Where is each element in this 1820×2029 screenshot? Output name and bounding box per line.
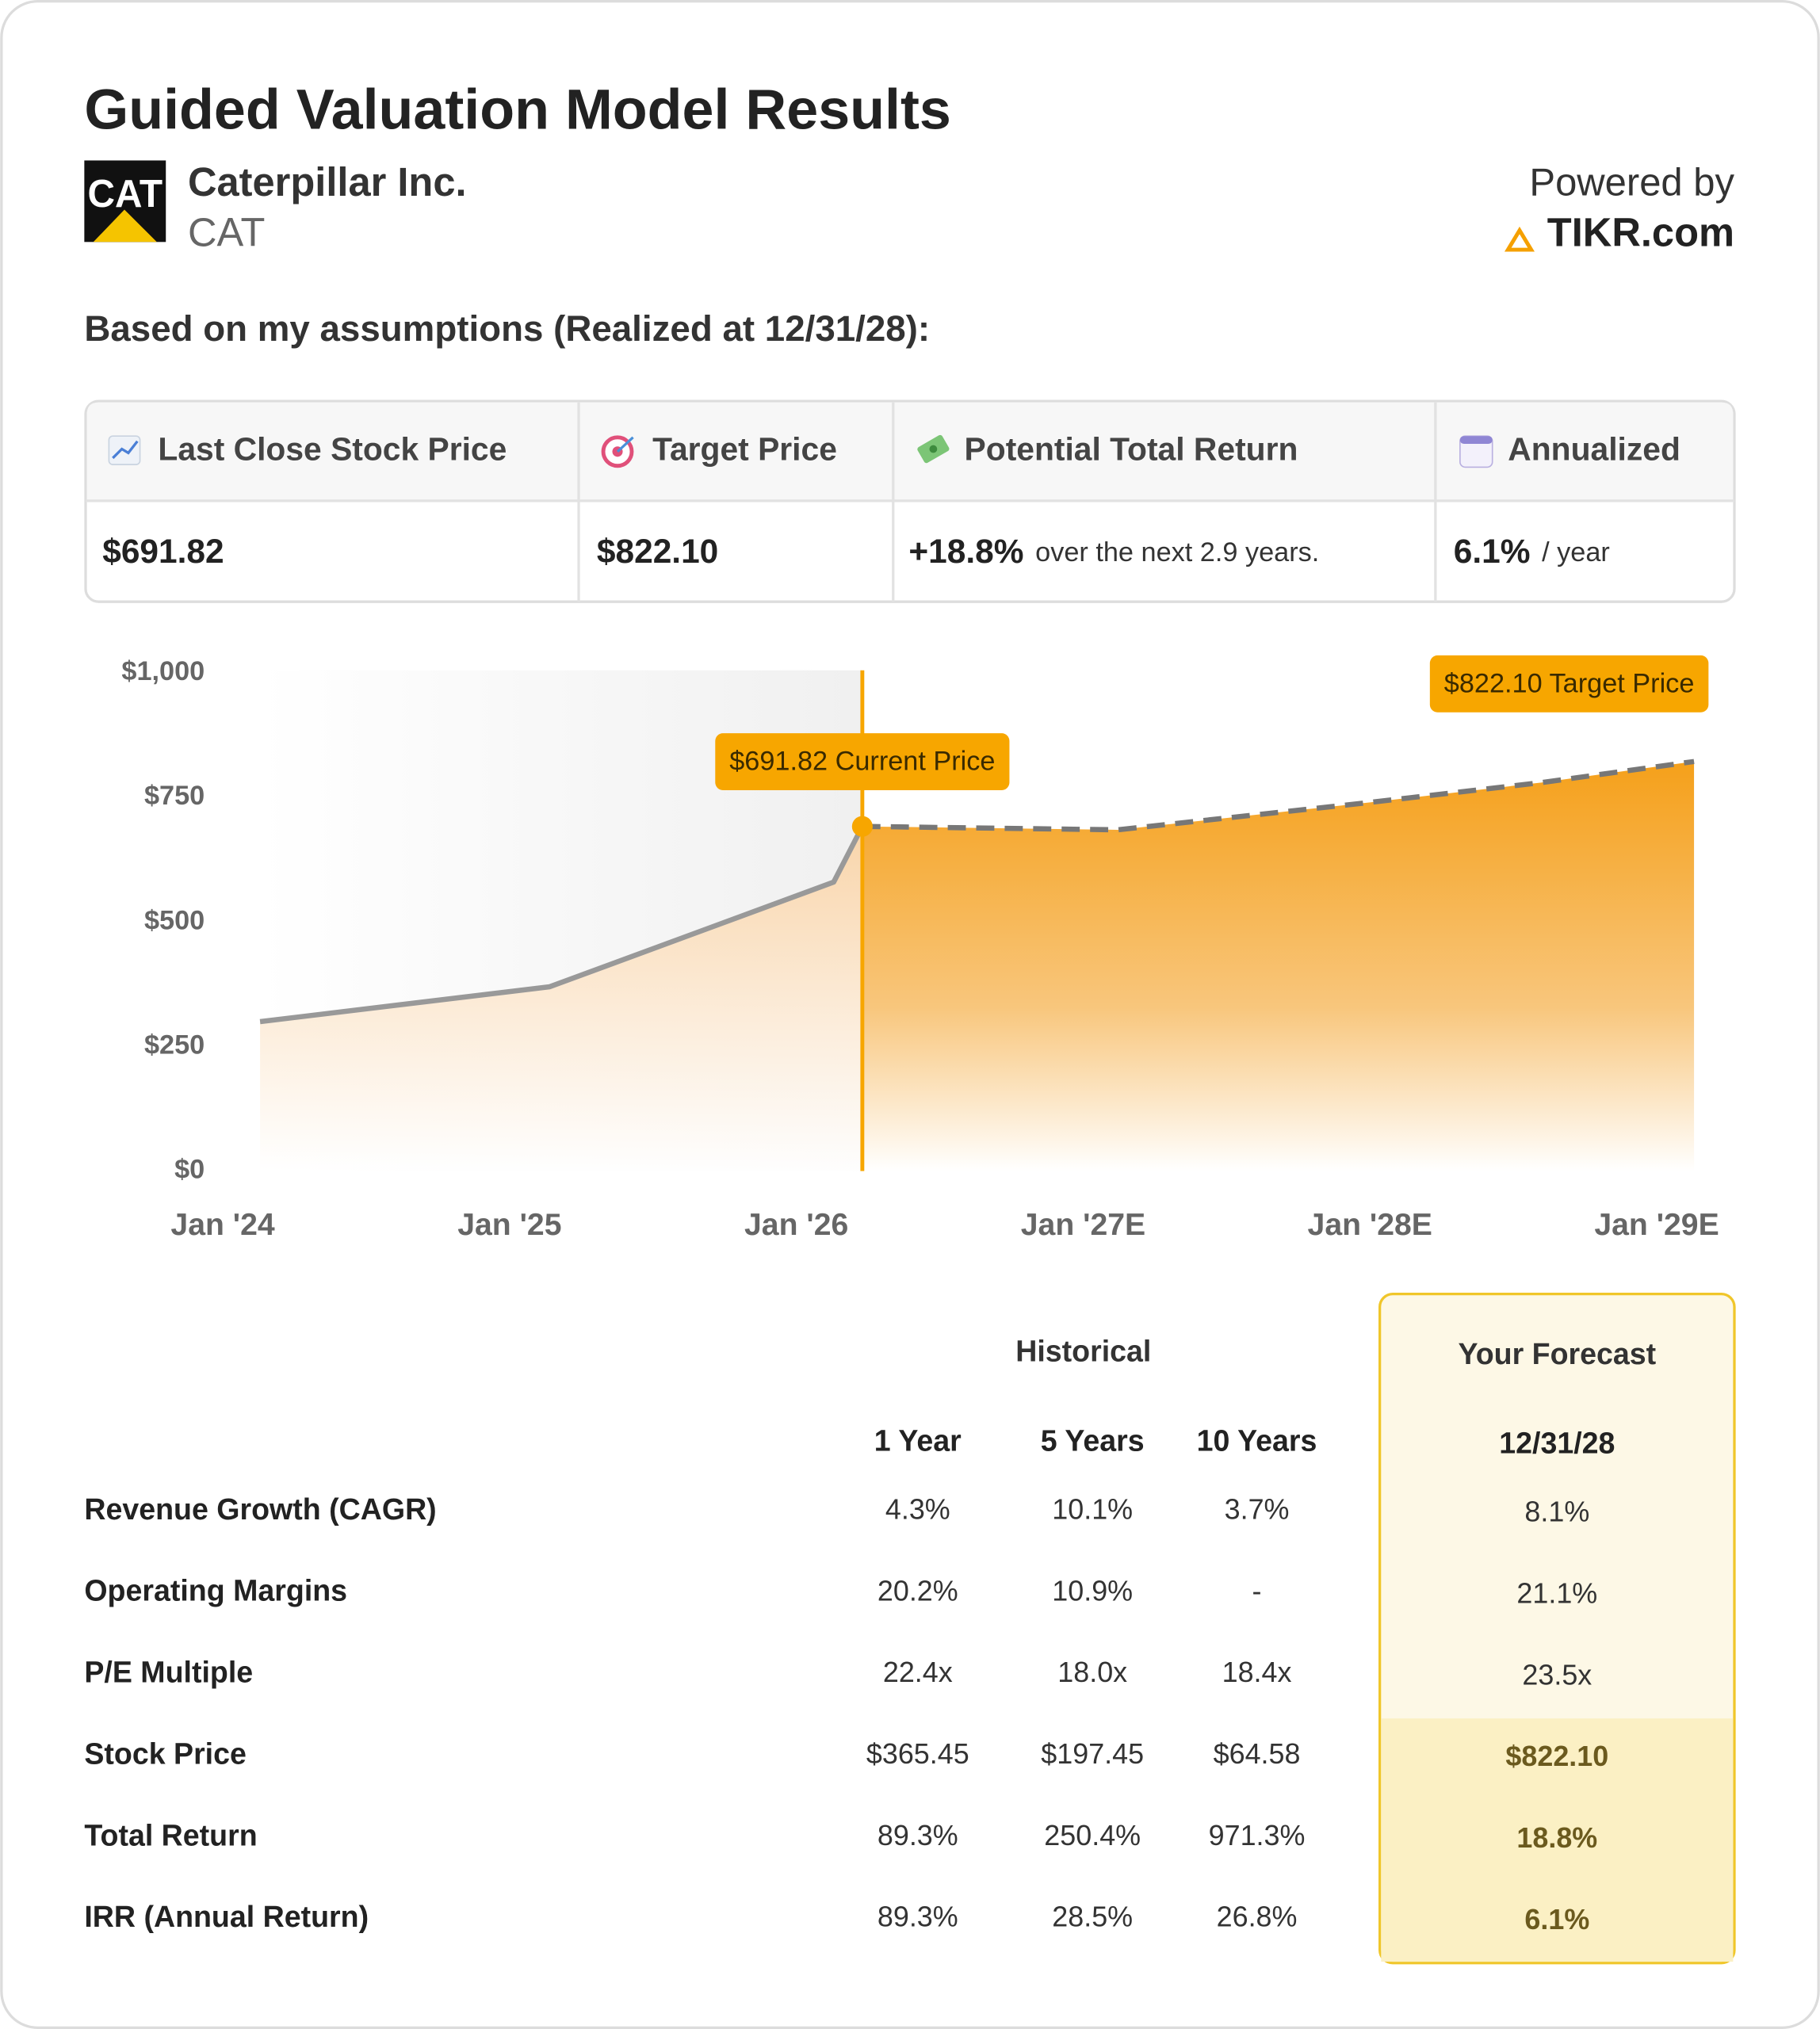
ticker: CAT — [188, 210, 265, 255]
historical-value: 10.9% — [1052, 1574, 1133, 1607]
card-value: +18.8% — [908, 533, 1023, 570]
provider-icon — [1504, 226, 1535, 252]
x-tick-label: Jan '25 — [457, 1208, 561, 1242]
forecast-value: 18.8% — [1516, 1821, 1597, 1854]
historical-value: - — [1252, 1574, 1262, 1607]
annotation-label: $822.10 Target Price — [1444, 669, 1695, 699]
current-point — [851, 816, 873, 837]
historical-value: 250.4% — [1044, 1819, 1141, 1851]
historical-value: 26.8% — [1217, 1901, 1298, 1933]
price-chart: $0 $250 $500 $750 $1,000 Jan '24 Jan '25 Jan '2… — [121, 655, 1719, 1242]
card-note: over the next 2.9 years. — [1035, 537, 1319, 567]
card-value: 6.1% — [1454, 533, 1531, 570]
card-note: / year — [1542, 537, 1610, 567]
historical-value: 4.3% — [885, 1492, 950, 1525]
historical-value: 971.3% — [1209, 1819, 1306, 1851]
group-header: Historical — [1015, 1335, 1151, 1368]
historical-value: 20.2% — [878, 1574, 958, 1607]
card-value-row: $822.10 — [597, 533, 718, 570]
row-label: P/E Multiple — [84, 1656, 253, 1689]
historical-value: 22.4x — [883, 1656, 953, 1688]
card-value-row: $691.82 — [102, 533, 224, 570]
column-header: 5 Years — [1041, 1423, 1145, 1457]
card-label: Last Close Stock Price — [158, 431, 507, 468]
annotation-box — [715, 733, 1010, 790]
price-line — [259, 825, 865, 1025]
area — [260, 826, 862, 1171]
card-value: $691.82 — [102, 533, 224, 570]
historical-value: 18.4x — [1222, 1656, 1292, 1688]
logo-text: CAT — [87, 173, 162, 216]
forecast-value: 6.1% — [1524, 1903, 1589, 1935]
historical-value: 3.7% — [1225, 1492, 1290, 1525]
forecast-value: 8.1% — [1524, 1496, 1589, 1528]
forecast-highlight — [1381, 1718, 1734, 1962]
column-header: 10 Years — [1197, 1423, 1317, 1457]
forecast-value: 23.5x — [1522, 1658, 1592, 1691]
card-label: Target Price — [652, 431, 837, 468]
y-tick-label: $250 — [144, 1030, 205, 1060]
card-label: Annualized — [1508, 431, 1680, 468]
historical-value: $197.45 — [1041, 1737, 1144, 1770]
row-label: IRR (Annual Return) — [84, 1900, 369, 1933]
row-label: Revenue Growth (CAGR) — [84, 1492, 436, 1526]
assumptions-table: Historical Your Forecast 1 Year 5 Years 10 Y… — [84, 1293, 1736, 1965]
icon-calendar — [1459, 435, 1493, 468]
title: Guided Valuation Model Results — [84, 78, 951, 142]
provider: TIKR.com — [1547, 210, 1734, 255]
column-header: 1 Year — [874, 1423, 962, 1457]
company-name: Caterpillar Inc. — [188, 159, 467, 204]
y-tick-label: $500 — [144, 905, 205, 935]
x-tick-label: Jan '24 — [170, 1208, 274, 1242]
historical-value: 18.0x — [1057, 1656, 1127, 1688]
historical-value: $365.45 — [866, 1737, 969, 1770]
x-tick-label: Jan '26 — [744, 1208, 848, 1242]
card-value-row: +18.8% over the next 2.9 years. — [908, 533, 1319, 570]
logo: CAT — [84, 160, 166, 243]
row-label: Operating Margins — [84, 1574, 347, 1607]
historical-value: 89.3% — [878, 1819, 958, 1851]
area — [862, 761, 1695, 1171]
annotation-box — [1429, 655, 1709, 713]
icon-money — [917, 434, 950, 464]
historical-value: 89.3% — [878, 1901, 958, 1933]
x-tick-label: Jan '28E — [1308, 1208, 1432, 1242]
forecast-value: $822.10 — [1505, 1740, 1608, 1772]
icon-target — [601, 435, 634, 468]
y-tick-label: $1,000 — [121, 656, 205, 686]
powered-by: Powered by — [1529, 161, 1734, 204]
historical-value: $64.58 — [1214, 1737, 1301, 1770]
row-label: Stock Price — [84, 1737, 247, 1770]
column-header: 12/31/28 — [1499, 1427, 1615, 1460]
card-value: $822.10 — [597, 533, 718, 570]
subtitle: Based on my assumptions (Realized at 12/… — [84, 308, 930, 349]
forecast-value: 21.1% — [1516, 1577, 1597, 1610]
card-value-row: 6.1% / year — [1454, 533, 1610, 570]
historical-value: 10.1% — [1052, 1492, 1133, 1525]
x-tick-label: Jan '27E — [1021, 1208, 1145, 1242]
annotation-label: $691.82 Current Price — [729, 747, 995, 777]
icon-chart — [108, 435, 141, 465]
historical-value: 28.5% — [1052, 1901, 1133, 1933]
card-label: Potential Total Return — [965, 431, 1298, 468]
x-tick-label: Jan '29E — [1594, 1208, 1719, 1242]
group-header: Your Forecast — [1458, 1337, 1656, 1370]
row-label: Total Return — [84, 1818, 257, 1851]
y-tick-label: $750 — [144, 781, 205, 811]
y-tick-label: $0 — [174, 1155, 205, 1185]
summary-table: Last Close Stock Price $691.82 Target Pric… — [84, 399, 1736, 603]
